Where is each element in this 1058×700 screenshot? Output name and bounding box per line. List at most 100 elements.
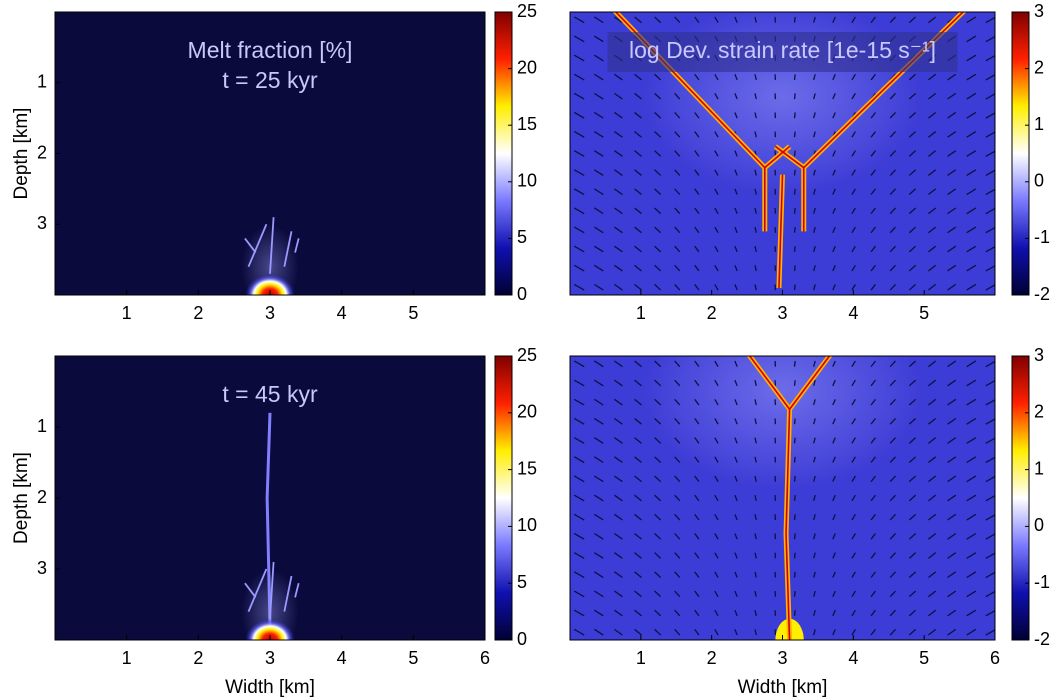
velocity-arrow (870, 150, 876, 157)
velocity-arrow (985, 169, 995, 177)
colorbar-tick-label: 10 (517, 515, 537, 535)
velocity-arrow (614, 226, 623, 234)
x-tick-label: 2 (707, 648, 717, 668)
velocity-arrow (793, 610, 796, 616)
velocity-arrow (694, 245, 700, 253)
velocity-arrow (674, 226, 681, 234)
velocity-arrow (832, 73, 836, 81)
velocity-arrow (654, 609, 662, 617)
x-tick-label: 3 (777, 303, 787, 323)
velocity-arrow (614, 360, 623, 368)
velocity-arrow (734, 609, 738, 617)
velocity-arrow (694, 360, 700, 368)
velocity-arrow (966, 590, 977, 598)
velocity-arrow (985, 379, 995, 387)
velocity-arrow (908, 628, 917, 636)
velocity-arrow (947, 73, 957, 81)
velocity-arrow (714, 437, 719, 444)
colorbar-tick-label: 15 (517, 458, 537, 478)
velocity-arrow (889, 609, 897, 617)
velocity-arrow (593, 590, 604, 598)
x-tick-label: 4 (848, 303, 858, 323)
velocity-arrow (674, 92, 681, 100)
melt-source (244, 618, 296, 640)
velocity-arrow (694, 264, 700, 272)
velocity-arrow (793, 169, 796, 176)
velocity-arrow (889, 16, 897, 24)
velocity-arrow (793, 456, 796, 463)
velocity-arrow (593, 207, 604, 215)
velocity-arrow (694, 16, 700, 23)
velocity-arrow (793, 284, 796, 291)
velocity-arrow (889, 283, 897, 291)
velocity-arrow (851, 245, 856, 253)
velocity-arrow (654, 283, 662, 291)
x-tick-label: 6 (990, 648, 1000, 668)
velocity-arrow (593, 54, 604, 62)
velocity-arrow (694, 398, 700, 406)
velocity-arrow (851, 16, 856, 23)
velocity-arrow (734, 16, 738, 23)
x-tick-label: 3 (265, 648, 275, 668)
velocity-arrow (928, 207, 937, 215)
velocity-arrow (832, 629, 836, 636)
velocity-arrow (966, 437, 977, 444)
velocity-arrow (985, 131, 995, 138)
velocity-arrow (908, 533, 917, 540)
x-tick-label: 4 (848, 648, 858, 668)
velocity-arrow (870, 169, 876, 176)
velocity-arrow (908, 111, 917, 119)
velocity-arrow (889, 513, 897, 521)
velocity-arrow (908, 417, 917, 425)
velocity-arrow (614, 188, 623, 196)
velocity-arrow (714, 131, 719, 138)
velocity-arrow (870, 360, 876, 368)
velocity-arrow (832, 150, 836, 157)
velocity-arrow (985, 552, 995, 559)
colorbar-tick-label: 3 (1034, 345, 1044, 365)
flow-arrow (283, 575, 293, 612)
velocity-arrow (674, 533, 681, 540)
velocity-arrow (573, 150, 585, 157)
velocity-arrow (734, 360, 738, 367)
velocity-arrow (832, 456, 836, 463)
velocity-arrow (870, 571, 876, 578)
velocity-arrow (793, 590, 796, 597)
x-tick-label: 6 (480, 648, 490, 668)
velocity-arrow (694, 475, 700, 483)
velocity-arrow (573, 609, 585, 617)
velocity-arrow (714, 398, 719, 406)
velocity-arrow (634, 379, 642, 387)
velocity-arrow (573, 628, 585, 636)
velocity-arrow (754, 533, 757, 540)
velocity-arrow (813, 590, 816, 597)
velocity-arrow (754, 475, 757, 482)
velocity-arrow (614, 245, 623, 253)
velocity-arrow (793, 552, 796, 559)
velocity-arrow (694, 494, 700, 502)
velocity-arrow (714, 264, 719, 272)
velocity-arrow (813, 16, 816, 23)
velocity-arrow (793, 227, 796, 233)
colorbar-tick-label: 0 (1034, 171, 1044, 191)
fault (748, 356, 831, 640)
velocity-arrow (889, 264, 897, 272)
velocity-arrow (573, 264, 585, 272)
velocity-arrow (928, 475, 937, 483)
velocity-arrow (593, 417, 604, 425)
velocity-arrow (832, 475, 836, 482)
velocity-arrow (593, 73, 604, 81)
velocity-arrow (813, 93, 816, 100)
velocity-arrow (573, 379, 585, 387)
velocity-arrow (851, 226, 856, 234)
velocity-arrow (928, 532, 937, 540)
velocity-arrow (634, 456, 642, 464)
velocity-arrow (614, 73, 623, 81)
velocity-arrow (654, 571, 662, 578)
velocity-arrow (614, 437, 623, 444)
velocity-arrow (593, 245, 604, 253)
flow-arrow (294, 238, 300, 253)
velocity-arrow (985, 494, 995, 502)
velocity-arrow (674, 418, 681, 425)
velocity-arrow (947, 226, 957, 234)
